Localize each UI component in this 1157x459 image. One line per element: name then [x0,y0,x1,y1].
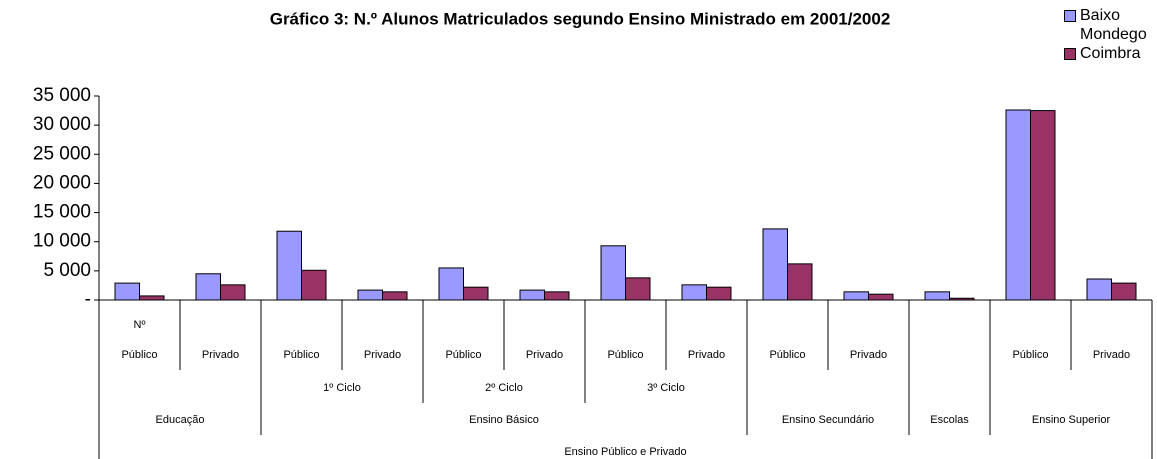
y-tick-label: 10 000 [33,231,91,252]
group-label: 3º Ciclo [647,382,685,394]
bar [220,284,246,301]
group-label: 2º Ciclo [485,382,523,394]
bar [519,289,545,301]
bar [544,291,570,301]
legend-item: Coimbra [1064,44,1154,63]
bar [1111,282,1137,301]
group-label: Educação [156,414,205,426]
x-tick-label: Privado [202,349,239,361]
group-label: Ensino Secundário [782,414,874,426]
bar [463,286,489,301]
bar [1030,110,1056,301]
group-label: Nº [134,319,146,331]
bar [357,289,383,301]
legend-swatch [1064,10,1076,22]
bar [868,293,894,301]
x-tick-label: Público [283,349,319,361]
bar [681,284,707,301]
bar [600,245,626,301]
bar [276,230,302,301]
group-label: Escolas [930,414,969,426]
bar [924,291,950,301]
group-label: 1º Ciclo [323,382,361,394]
y-tick-label: 5 000 [43,260,91,281]
y-tick-label: 25 000 [33,143,91,164]
bar [787,263,813,301]
x-tick-label: Público [769,349,805,361]
x-tick-label: Privado [688,349,725,361]
bar [114,282,140,301]
bar [762,228,788,301]
bar [301,269,327,301]
x-tick-label: Público [445,349,481,361]
x-tick-label: Privado [850,349,887,361]
bar [843,291,869,301]
bar [1005,109,1031,301]
group-label: Ensino Superior [1032,414,1111,426]
x-tick-label: Privado [364,349,401,361]
legend: Baixo Mondego Coimbra [1064,6,1154,63]
y-tick-label: 30 000 [33,114,91,135]
group-label: Ensino Básico [469,414,539,426]
x-tick-label: Público [607,349,643,361]
bar [1086,278,1112,301]
legend-label: Coimbra [1080,45,1141,62]
x-tick-label: Público [121,349,157,361]
bar [195,273,221,301]
x-tick-label: Privado [526,349,563,361]
x-tick-label: Privado [1093,349,1130,361]
x-tick-label: Público [1012,349,1048,361]
y-tick-label: 35 000 [33,85,91,106]
bar [625,277,651,301]
y-tick-label: 15 000 [33,202,91,223]
y-tick-label: 20 000 [33,172,91,193]
bar [706,286,732,301]
legend-swatch [1064,48,1076,60]
legend-label: Baixo Mondego [1080,7,1147,43]
bar [382,291,408,301]
bar [438,267,464,301]
y-tick-label: - [85,289,91,310]
chart-title: Gráfico 3: N.º Alunos Matriculados segun… [270,9,891,28]
group-label: Ensino Público e Privado [564,446,686,458]
legend-item: Baixo Mondego [1064,6,1154,44]
bar [139,295,165,301]
